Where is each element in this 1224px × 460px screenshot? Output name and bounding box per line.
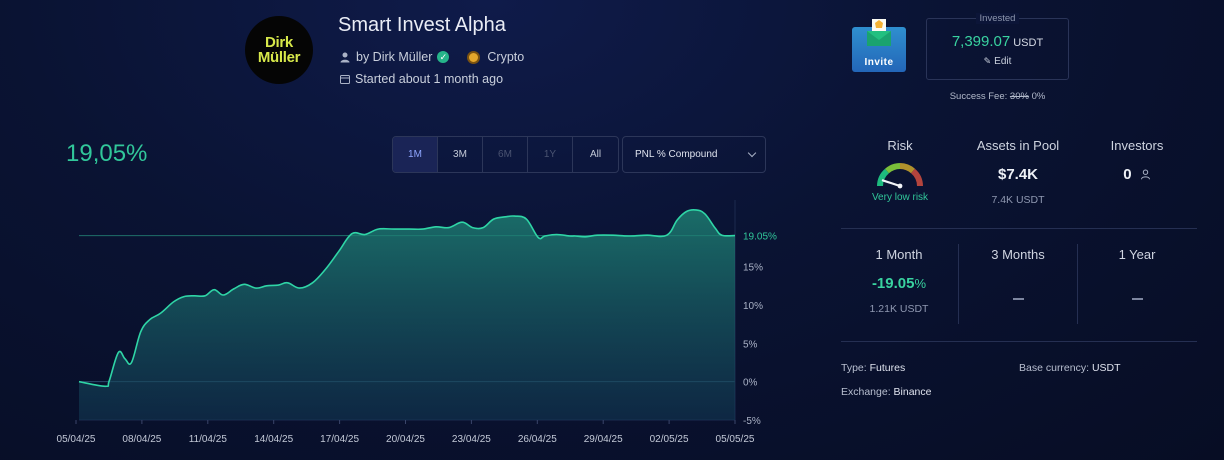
started-label: Started about 1 month ago	[355, 72, 504, 86]
crypto-coin-icon	[467, 50, 481, 64]
divider	[841, 228, 1197, 229]
metric-select[interactable]: PNL % Compound	[622, 136, 766, 173]
x-tick-label: 17/04/25	[320, 434, 359, 445]
period-1-year-empty	[1078, 287, 1196, 305]
x-tick-label: 08/04/25	[122, 434, 161, 445]
divider	[958, 244, 959, 324]
x-tick-label: 26/04/25	[518, 434, 557, 445]
x-tick-label: 29/04/25	[584, 434, 623, 445]
metric-select-value: PNL % Compound	[635, 149, 718, 160]
assets-sub: 7.4K USDT	[991, 194, 1045, 206]
type-info: Type: Futures	[841, 362, 906, 374]
assets-label: Assets in Pool	[976, 138, 1060, 153]
y-tick-label: -5%	[743, 416, 761, 427]
strategy-logo: Dirk Müller	[245, 16, 313, 84]
x-tick-label: 02/05/25	[650, 434, 689, 445]
tab-1y[interactable]: 1Y	[528, 137, 573, 172]
base-currency-info: Base currency: USDT	[1019, 362, 1121, 374]
success-fee: Success Fee: 30% 0%	[949, 91, 1046, 102]
x-tick-label: 05/04/25	[57, 434, 96, 445]
envelope-icon	[867, 19, 891, 46]
author-link[interactable]: by Dirk Müller	[356, 50, 433, 64]
x-tick-label: 11/04/25	[189, 434, 228, 445]
user-icon	[340, 52, 350, 62]
risk-label: Risk	[887, 138, 913, 153]
x-tick-label: 20/04/25	[386, 434, 425, 445]
tab-3m[interactable]: 3M	[438, 137, 483, 172]
logo-line-1: Dirk	[265, 34, 293, 51]
invested-label: Invested	[926, 13, 1069, 24]
y-tick-label: 0%	[743, 378, 758, 389]
risk-level: Very low risk	[871, 192, 929, 203]
tab-1m[interactable]: 1M	[393, 137, 438, 172]
pnl-line	[78, 208, 736, 388]
range-tabs: 1M 3M 6M 1Y All	[392, 136, 619, 173]
strategy-title: Smart Invest Alpha	[338, 14, 506, 36]
current-value-label: 19.05%	[743, 232, 777, 243]
strategy-meta: by Dirk Müller ✓ Crypto	[340, 50, 524, 64]
x-tick-label: 05/05/25	[716, 434, 755, 445]
risk-gauge	[877, 163, 923, 189]
invite-button[interactable]: Invite	[852, 19, 906, 72]
divider	[1077, 244, 1078, 324]
started-row: Started about 1 month ago	[340, 72, 503, 86]
pnl-chart: -5% 0% 5% 10% 15% 19.05% 05/04/25 08/04/25 11/0…	[57, 200, 777, 445]
investors-label: Investors	[1110, 138, 1164, 153]
invested-amount: 7,399.07 USDT	[951, 33, 1044, 50]
y-tick-label: 10%	[743, 301, 763, 312]
invite-label: Invite	[864, 57, 894, 68]
x-tick-label: 23/04/25	[452, 434, 491, 445]
y-tick-label: 5%	[743, 339, 758, 350]
period-3-months-empty	[959, 287, 1077, 305]
pnl-value: 19,05%	[66, 140, 148, 167]
invested-currency: USDT	[1013, 37, 1044, 49]
period-1-month-value: -19.05%	[871, 275, 927, 292]
fee-new: 0%	[1031, 91, 1046, 102]
category-label: Crypto	[487, 50, 525, 64]
investors-value: 0	[1077, 166, 1197, 183]
period-1-month: 1 Month	[875, 247, 923, 262]
x-tick-label: 14/04/25	[254, 434, 293, 445]
tab-6m[interactable]: 6M	[483, 137, 528, 172]
fee-old: 30%	[1009, 91, 1029, 102]
pnl-area	[79, 209, 735, 420]
logo-line-2: Müller	[257, 49, 301, 66]
exchange-info: Exchange: Binance	[841, 386, 932, 398]
pencil-icon: ✎	[983, 56, 992, 66]
chevron-down-icon	[747, 148, 757, 158]
person-icon	[1140, 169, 1150, 180]
assets-value: $7.4K	[997, 166, 1039, 183]
period-3-months: 3 Months	[991, 247, 1045, 262]
period-1-month-sub: 1.21K USDT	[869, 303, 929, 315]
period-1-year: 1 Year	[1118, 247, 1156, 262]
verified-icon: ✓	[437, 51, 450, 63]
divider	[841, 341, 1197, 342]
edit-button[interactable]: ✎ Edit	[983, 56, 1012, 67]
tab-all[interactable]: All	[589, 149, 602, 160]
calendar-icon	[340, 75, 350, 84]
y-tick-label: 15%	[743, 263, 763, 274]
